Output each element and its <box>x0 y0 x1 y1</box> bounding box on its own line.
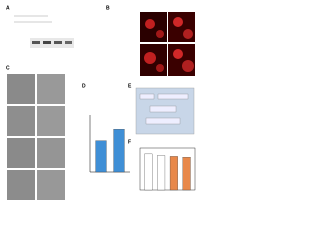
figure: A B C D E F <box>6 5 196 200</box>
diagram-panel <box>135 87 195 135</box>
panel-label: C <box>6 65 10 71</box>
bar <box>169 156 178 191</box>
fluorescence-panel <box>140 12 195 76</box>
panel-label: D <box>82 83 86 89</box>
micrograph-panel <box>7 74 65 200</box>
blot-panel <box>14 15 74 48</box>
bar <box>157 155 166 191</box>
panel-label: F <box>128 139 131 145</box>
panel-label: B <box>106 5 110 11</box>
panel-label: A <box>6 5 10 11</box>
bar <box>182 157 191 191</box>
bar <box>144 153 153 191</box>
axis-frame <box>139 147 196 191</box>
bar <box>95 140 107 173</box>
panel-label: E <box>128 83 132 89</box>
bar <box>113 129 125 173</box>
